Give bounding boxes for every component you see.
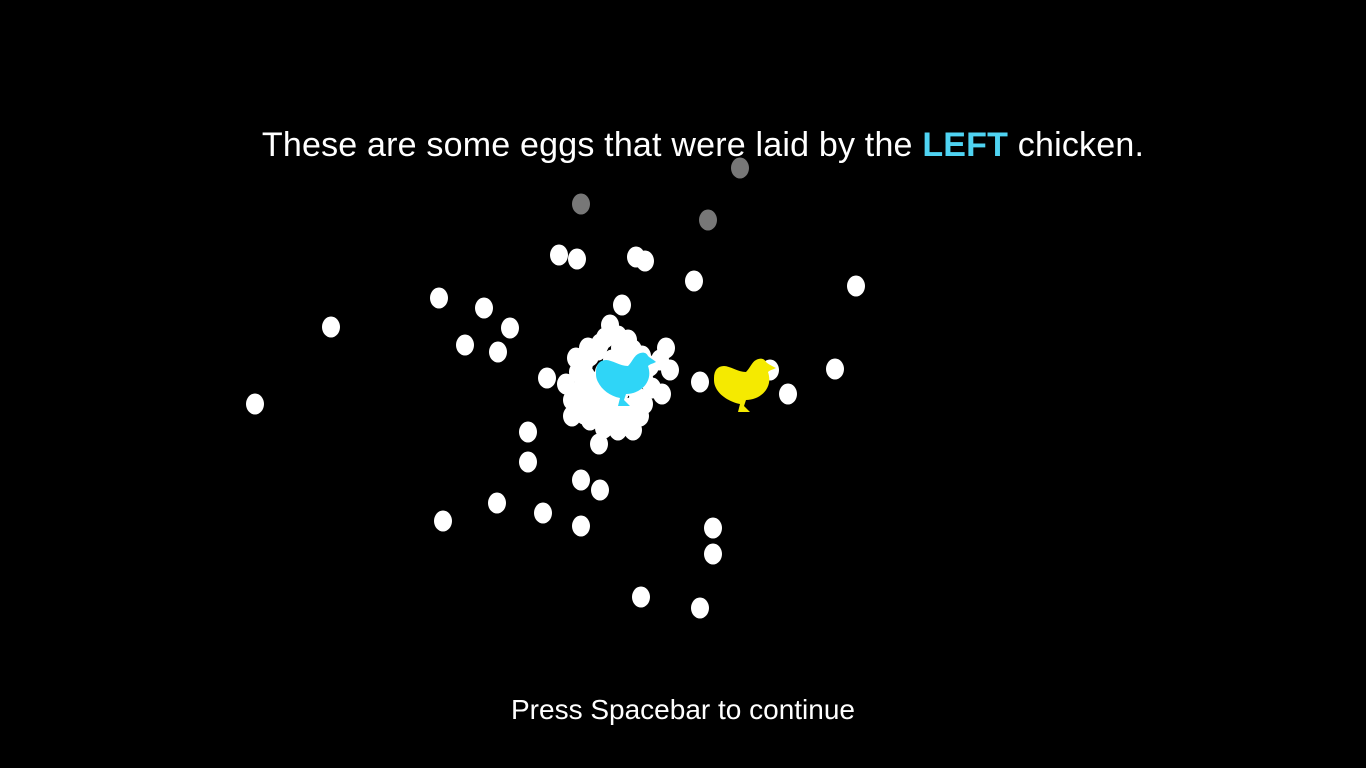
- eggs-group: [246, 244, 865, 619]
- egg-icon: [501, 317, 519, 339]
- egg-icon: [635, 393, 653, 415]
- egg-icon: [651, 349, 669, 371]
- faded-egg-icon: [572, 193, 590, 215]
- egg-icon: [704, 517, 722, 539]
- egg-icon: [519, 451, 537, 473]
- egg-icon: [322, 316, 340, 338]
- egg-icon: [609, 325, 627, 347]
- faded-egg-icon: [731, 157, 749, 179]
- egg-icon: [613, 294, 631, 316]
- egg-icon: [685, 270, 703, 292]
- egg-icon: [590, 433, 608, 455]
- egg-icon: [591, 479, 609, 501]
- egg-icon: [577, 365, 595, 387]
- left-chicken-icon: [596, 352, 656, 406]
- egg-icon: [636, 250, 654, 272]
- egg-icon: [475, 297, 493, 319]
- egg-icon: [847, 275, 865, 297]
- egg-icon: [519, 421, 537, 443]
- egg-icon: [587, 381, 605, 403]
- egg-icon: [456, 334, 474, 356]
- egg-icon: [595, 417, 613, 439]
- egg-icon: [550, 244, 568, 266]
- egg-icon: [572, 515, 590, 537]
- egg-icon: [779, 383, 797, 405]
- egg-icon: [246, 393, 264, 415]
- instruction-highlight: LEFT: [922, 126, 1009, 164]
- egg-icon: [489, 341, 507, 363]
- continue-prompt: Press Spacebar to continue: [511, 694, 855, 725]
- faded-egg-icon: [699, 209, 717, 231]
- egg-icon: [534, 502, 552, 524]
- faded-eggs-group: [572, 157, 749, 231]
- instruction-text: These are some eggs that were laid by th…: [0, 126, 1366, 165]
- egg-icon: [538, 367, 556, 389]
- right-chicken-icon: [714, 358, 776, 412]
- egg-icon: [557, 373, 575, 395]
- instruction-suffix: chicken.: [1008, 126, 1145, 164]
- egg-icon: [691, 597, 709, 619]
- egg-icon: [643, 377, 661, 399]
- egg-icon: [579, 337, 597, 359]
- egg-icon: [704, 543, 722, 565]
- egg-icon: [563, 389, 581, 411]
- egg-icon: [826, 358, 844, 380]
- egg-icon: [434, 510, 452, 532]
- egg-icon: [572, 469, 590, 491]
- instruction-prefix: These are some eggs that were laid by th…: [261, 126, 923, 164]
- egg-icon: [488, 492, 506, 514]
- egg-icon: [581, 409, 599, 431]
- egg-icon: [430, 287, 448, 309]
- egg-icon: [609, 419, 627, 441]
- egg-icon: [632, 586, 650, 608]
- egg-icon: [568, 248, 586, 270]
- egg-icon: [691, 371, 709, 393]
